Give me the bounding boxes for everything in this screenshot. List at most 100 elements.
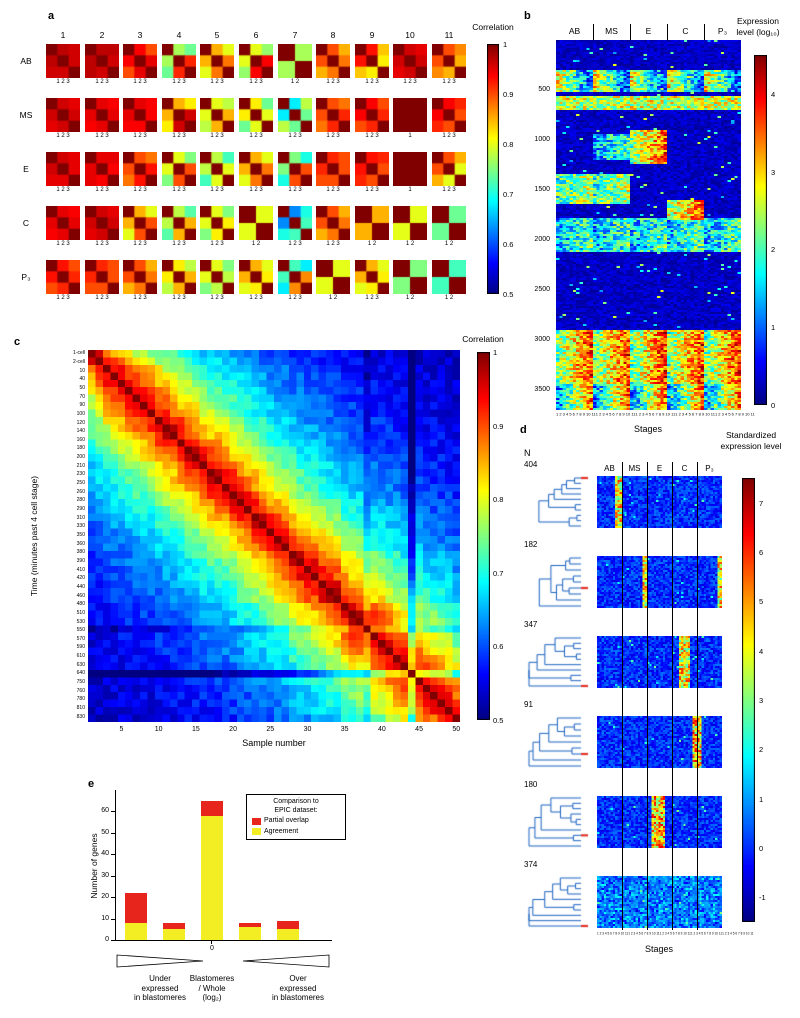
c-ytick: 630 (76, 661, 85, 668)
panel-e-label: e (88, 778, 95, 790)
c-xtick: 30 (303, 726, 312, 733)
a-mini-heatmap (393, 152, 427, 186)
a-mini-heatmap (432, 206, 466, 240)
c-ytick: 550 (76, 627, 85, 634)
d-group-header: AB (604, 464, 615, 473)
c-colorbar (477, 352, 490, 720)
a-col-header: 9 (369, 30, 375, 40)
d-cluster-n: 374 (524, 860, 538, 869)
d-stage-ticks-group: 1 2 3 4 5 6 7 8 9 10 11 (597, 932, 629, 936)
e-ytick-label: 50 (101, 828, 109, 836)
b-xlabel: Stages (633, 424, 663, 434)
c-colorbar-tick: 1 (493, 348, 498, 357)
d-colorbar-tick: 0 (759, 844, 764, 853)
a-row-label: C (22, 218, 30, 228)
b-colorbar-tick: 4 (771, 89, 776, 99)
c-ytick: 250 (76, 480, 85, 487)
b-colorbar-tick: 1 (771, 323, 776, 333)
a-mini-heatmap (85, 44, 119, 78)
d-colorbar-tick: 5 (759, 597, 764, 607)
d-xlabel: Stages (644, 944, 674, 954)
a-replicate-ticks: 1 2 3 (442, 79, 456, 85)
a-col-header: 5 (214, 30, 220, 40)
b-colorbar-title-line1: Expression (736, 16, 780, 26)
a-mini-heatmap (162, 98, 196, 132)
a-mini-heatmap (355, 44, 389, 78)
a-row-label: E (23, 164, 29, 174)
d-dendrogram (527, 554, 589, 610)
a-replicate-ticks: 1 2 3 (56, 187, 70, 193)
a-col-header: 6 (253, 30, 259, 40)
e-zero-tick-label: 0 (210, 945, 214, 952)
c-ytick: 760 (76, 687, 85, 694)
b-colorbar-title-line2: level (log₁₀) (736, 27, 780, 37)
a-replicate-ticks: 1 2 3 (95, 79, 109, 85)
b-group-header: P₃ (717, 26, 728, 36)
d-colorbar-tick: -1 (759, 893, 766, 903)
d-stage-ticks-group: 1 2 3 4 5 6 7 8 9 10 11 (659, 932, 691, 936)
a-mini-heatmap (239, 98, 273, 132)
a-mini-heatmap (432, 152, 466, 186)
e-ytick-label: 20 (101, 893, 109, 901)
a-row-label: P₃ (21, 272, 31, 282)
a-col-header: 2 (99, 30, 105, 40)
e-under-line1: Under (149, 974, 171, 983)
c-colorbar-title: Correlation (462, 334, 504, 344)
c-xtick: 10 (154, 726, 163, 733)
e-bar-agreement (277, 929, 299, 940)
c-ytick: 390 (76, 557, 85, 564)
a-replicate-ticks: 1 (408, 133, 412, 139)
c-xtick: 5 (119, 726, 124, 733)
d-cluster-n: 180 (524, 780, 538, 789)
c-ytick: 10 (79, 367, 85, 374)
a-mini-heatmap (355, 98, 389, 132)
c-xtick: 45 (415, 726, 423, 733)
a-replicate-ticks: 1 2 3 (56, 79, 70, 85)
b-group-separator (593, 24, 594, 40)
a-replicate-ticks: 1 2 3 (326, 133, 340, 139)
e-bar-agreement (125, 922, 147, 940)
a-col-header: 3 (137, 30, 143, 40)
a-replicate-ticks: 1 2 3 (365, 133, 379, 139)
c-ytick: 70 (79, 393, 85, 400)
c-ytick: 200 (76, 454, 85, 461)
b-group-header: MS (605, 26, 618, 36)
a-mini-heatmap (239, 206, 273, 240)
a-mini-heatmap (393, 260, 427, 294)
b-ytick: 1500 (534, 186, 550, 193)
panel-b-label: b (524, 10, 531, 22)
c-ytick: 590 (76, 644, 85, 651)
a-mini-heatmap (278, 152, 312, 186)
e-under-annotation: Under expressed in blastomeres (110, 974, 210, 1003)
a-replicate-ticks: 1 2 (367, 241, 377, 247)
b-group-separator (630, 24, 631, 40)
b-group-header: AB (568, 26, 581, 36)
a-mini-heatmap (46, 260, 80, 294)
c-ytick: 40 (79, 376, 85, 383)
a-col-header: 7 (292, 30, 298, 40)
c-ytick: 120 (76, 419, 85, 426)
c-ytick: 610 (76, 653, 85, 660)
a-replicate-ticks: 1 2 (328, 295, 338, 301)
a-replicate-ticks: 1 2 3 (210, 295, 224, 301)
panel-d-label: d (520, 424, 527, 436)
e-legend-title-line2: EPIC dataset: (274, 806, 318, 814)
b-stage-ticks-group: 1 2 3 4 5 6 7 8 9 10 11 (595, 412, 636, 417)
e-xlabel-line3: (log₂) (202, 993, 222, 1002)
a-mini-heatmap (162, 152, 196, 186)
a-replicate-ticks: 1 2 3 (249, 133, 263, 139)
c-ytick: 280 (76, 497, 85, 504)
a-replicate-ticks: 1 2 3 (403, 79, 417, 85)
c-ytick: 570 (76, 635, 85, 642)
e-bar-partial-overlap (163, 922, 185, 930)
e-bar-partial-overlap (239, 922, 261, 928)
a-colorbar-tick: 0.9 (503, 90, 514, 99)
a-replicate-ticks: 1 2 3 (442, 187, 456, 193)
b-group-separator (667, 24, 668, 40)
a-replicate-ticks: 1 2 3 (210, 133, 224, 139)
a-mini-heatmap (355, 206, 389, 240)
a-mini-heatmap (278, 44, 312, 78)
d-dendrogram (527, 634, 589, 690)
e-over-line3: in blastomeres (271, 993, 325, 1002)
d-stage-ticks: 1 2 3 4 5 6 7 8 9 10 11 1 2 3 4 5 6 7 8 9… (597, 932, 753, 935)
